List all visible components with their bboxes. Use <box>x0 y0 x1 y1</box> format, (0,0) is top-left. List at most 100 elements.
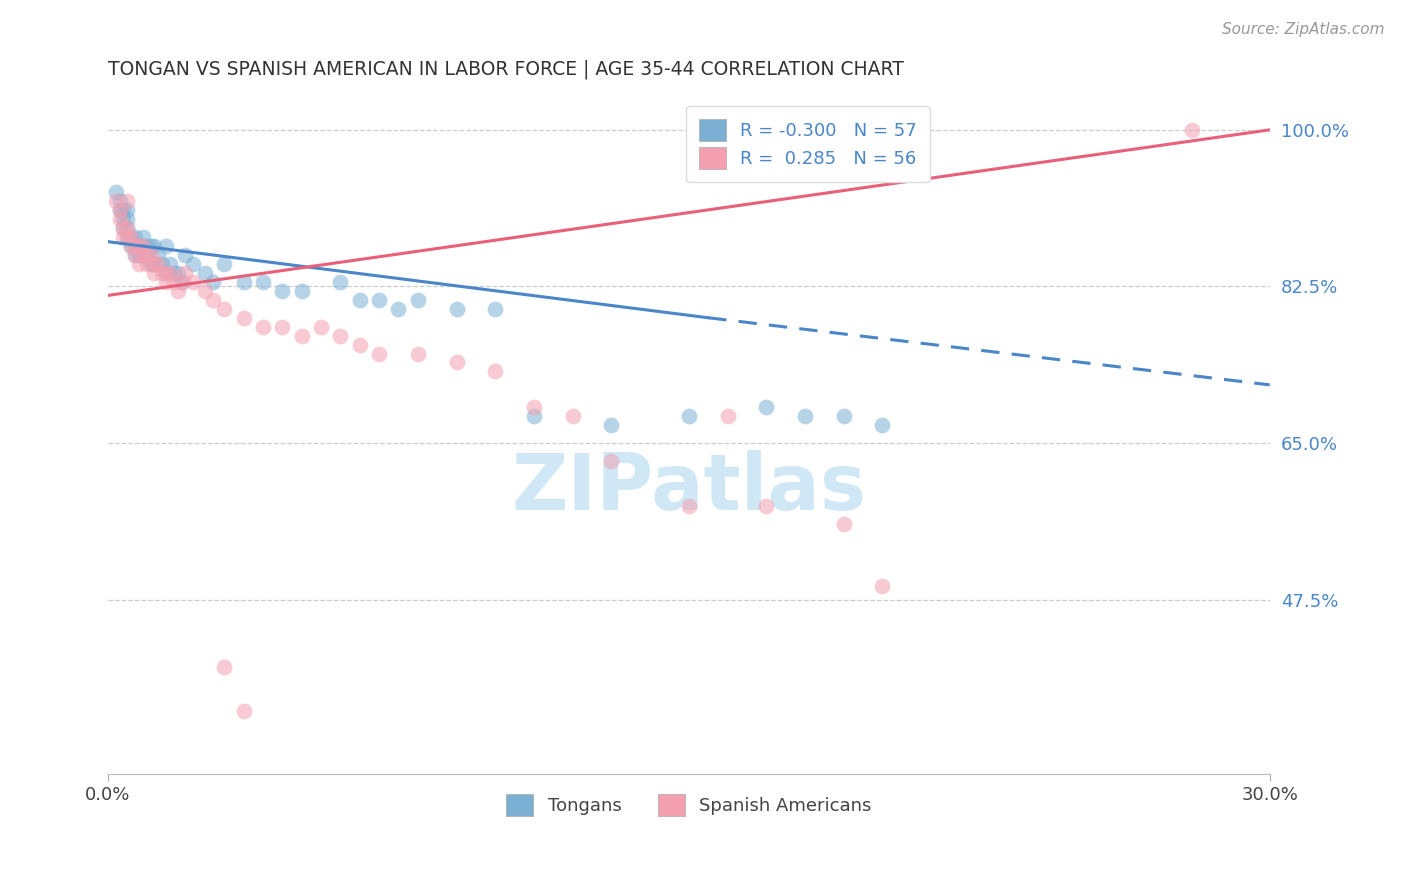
Point <box>108 203 131 218</box>
Point <box>117 221 139 235</box>
Point <box>108 194 131 209</box>
Point <box>120 230 142 244</box>
Point <box>406 346 429 360</box>
Point <box>212 659 235 673</box>
Point <box>794 409 817 424</box>
Point <box>112 203 135 218</box>
Point <box>104 186 127 200</box>
Point <box>716 409 738 424</box>
Point <box>132 239 155 253</box>
Point <box>329 328 352 343</box>
Point <box>755 499 778 513</box>
Point <box>155 275 177 289</box>
Point <box>117 230 139 244</box>
Point <box>832 516 855 531</box>
Point <box>112 230 135 244</box>
Point <box>446 301 468 316</box>
Point <box>108 203 131 218</box>
Point <box>135 257 157 271</box>
Point <box>181 257 204 271</box>
Point <box>368 293 391 307</box>
Point <box>155 239 177 253</box>
Point <box>166 266 188 280</box>
Point <box>212 257 235 271</box>
Point <box>159 266 181 280</box>
Text: TONGAN VS SPANISH AMERICAN IN LABOR FORCE | AGE 35-44 CORRELATION CHART: TONGAN VS SPANISH AMERICAN IN LABOR FORC… <box>108 60 904 79</box>
Point <box>117 194 139 209</box>
Point <box>872 579 894 593</box>
Point <box>523 401 546 415</box>
Point <box>271 319 294 334</box>
Point <box>117 221 139 235</box>
Text: Source: ZipAtlas.com: Source: ZipAtlas.com <box>1222 22 1385 37</box>
Point <box>120 239 142 253</box>
Point <box>135 248 157 262</box>
Point <box>194 284 217 298</box>
Point <box>166 284 188 298</box>
Point <box>104 194 127 209</box>
Point <box>181 275 204 289</box>
Point <box>406 293 429 307</box>
Point <box>678 499 700 513</box>
Point <box>600 454 623 468</box>
Point <box>194 266 217 280</box>
Point <box>139 257 162 271</box>
Point <box>1181 123 1204 137</box>
Point <box>349 293 371 307</box>
Point <box>143 257 166 271</box>
Point <box>128 239 150 253</box>
Point <box>170 275 193 289</box>
Point <box>600 418 623 433</box>
Point <box>148 257 170 271</box>
Point <box>112 221 135 235</box>
Point <box>143 257 166 271</box>
Point <box>128 248 150 262</box>
Point <box>108 212 131 227</box>
Point <box>117 203 139 218</box>
Point <box>212 301 235 316</box>
Legend: Tongans, Spanish Americans: Tongans, Spanish Americans <box>499 787 879 823</box>
Point <box>117 230 139 244</box>
Point <box>139 248 162 262</box>
Point <box>252 275 274 289</box>
Point <box>309 319 332 334</box>
Point <box>232 310 254 325</box>
Point <box>150 257 173 271</box>
Point <box>135 239 157 253</box>
Point <box>112 221 135 235</box>
Text: ZIPatlas: ZIPatlas <box>512 450 866 526</box>
Point <box>159 257 181 271</box>
Point <box>143 239 166 253</box>
Point <box>329 275 352 289</box>
Point <box>150 266 173 280</box>
Point <box>112 212 135 227</box>
Point <box>832 409 855 424</box>
Point <box>174 266 197 280</box>
Point <box>124 230 146 244</box>
Point <box>232 275 254 289</box>
Point <box>128 239 150 253</box>
Point <box>291 328 314 343</box>
Point <box>117 212 139 227</box>
Point <box>484 364 506 378</box>
Point <box>148 248 170 262</box>
Point <box>155 266 177 280</box>
Point <box>174 248 197 262</box>
Point <box>349 337 371 351</box>
Point <box>120 230 142 244</box>
Point <box>135 248 157 262</box>
Point <box>163 275 186 289</box>
Point <box>132 239 155 253</box>
Point <box>252 319 274 334</box>
Point <box>132 248 155 262</box>
Point <box>201 275 224 289</box>
Point <box>872 418 894 433</box>
Point <box>201 293 224 307</box>
Point <box>232 705 254 719</box>
Point <box>368 346 391 360</box>
Point <box>143 266 166 280</box>
Point <box>120 239 142 253</box>
Point <box>291 284 314 298</box>
Point <box>124 248 146 262</box>
Point <box>484 301 506 316</box>
